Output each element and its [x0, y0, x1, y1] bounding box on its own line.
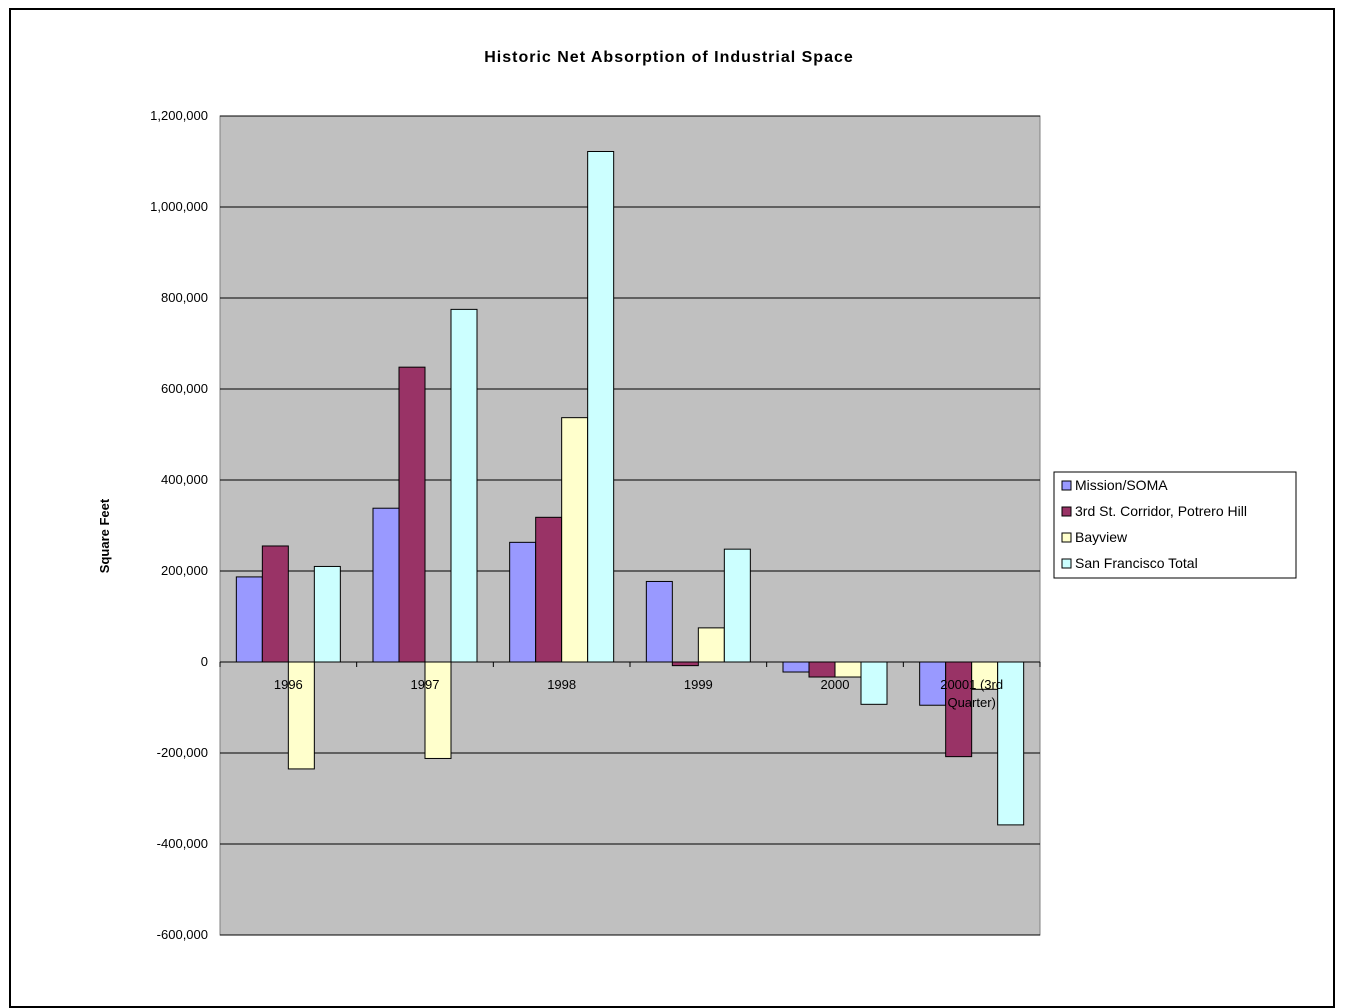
bar	[561, 417, 589, 663]
y-tick-label: 1,200,000	[150, 108, 208, 123]
y-tick-label: 400,000	[161, 472, 208, 487]
legend-entry: San Francisco Total	[1075, 555, 1198, 571]
bar	[398, 366, 426, 663]
legend-swatch	[1061, 532, 1072, 543]
bar	[782, 661, 810, 673]
bar	[723, 548, 751, 663]
bar	[997, 661, 1025, 826]
chart-frame: Historic Net Absorption of Industrial Sp…	[9, 8, 1335, 1008]
bar	[509, 541, 537, 663]
bar	[645, 580, 673, 663]
bar	[945, 661, 973, 758]
legend-entry: Mission/SOMA	[1075, 477, 1168, 493]
x-tick-label: 1999	[684, 677, 713, 692]
y-axis-label: Square Feet	[97, 498, 112, 573]
y-tick-label: 200,000	[161, 563, 208, 578]
bar	[535, 516, 563, 663]
y-tick-label: -600,000	[157, 927, 208, 942]
bar	[424, 661, 452, 759]
legend-box	[1053, 471, 1297, 579]
y-tick-label: -200,000	[157, 745, 208, 760]
y-tick-label: 1,000,000	[150, 199, 208, 214]
bar	[860, 661, 888, 705]
legend-entry: 3rd St. Corridor, Potrero Hill	[1075, 503, 1247, 519]
legend-entry: Bayview	[1075, 529, 1128, 545]
plot-area	[219, 115, 1041, 936]
bars	[235, 150, 1025, 826]
bar	[697, 627, 725, 663]
legend: Mission/SOMA 3rd St. Corridor, Potrero Hi…	[1053, 471, 1297, 579]
axes	[219, 661, 1041, 667]
legend-swatch	[1061, 506, 1072, 517]
y-tick-labels: 1,200,000 1,000,000 800,000 600,000 400,000 2…	[150, 108, 208, 942]
x-tick-label: 1997	[411, 677, 440, 692]
x-tick-label: 1996	[274, 677, 303, 692]
bar	[808, 661, 836, 678]
y-tick-label: 600,000	[161, 381, 208, 396]
x-tick-label: 20001 (3rd Quarter)	[940, 677, 1003, 710]
chart-svg: Historic Net Absorption of Industrial Sp…	[97, 49, 1297, 942]
bar	[235, 576, 263, 663]
bar	[919, 661, 947, 706]
bar	[261, 545, 289, 663]
x-tick-label: 1998	[547, 677, 576, 692]
bar	[287, 661, 315, 770]
bar	[313, 565, 341, 663]
bar	[834, 661, 862, 678]
bar	[372, 507, 400, 663]
bar	[671, 661, 699, 667]
bar	[450, 308, 478, 663]
y-tick-label: -400,000	[157, 836, 208, 851]
y-tick-label: 800,000	[161, 290, 208, 305]
legend-swatch	[1061, 480, 1072, 491]
bar	[971, 661, 999, 690]
x-tick-label: 2000	[821, 677, 850, 692]
bar	[587, 150, 615, 663]
legend-swatch	[1061, 558, 1072, 569]
x-tick-labels: 1996 1997 1998 1999 2000 20001 (3rd Quarter)	[274, 677, 1003, 710]
y-tick-label: 0	[201, 654, 208, 669]
chart-title: Historic Net Absorption of Industrial Sp…	[484, 49, 854, 66]
